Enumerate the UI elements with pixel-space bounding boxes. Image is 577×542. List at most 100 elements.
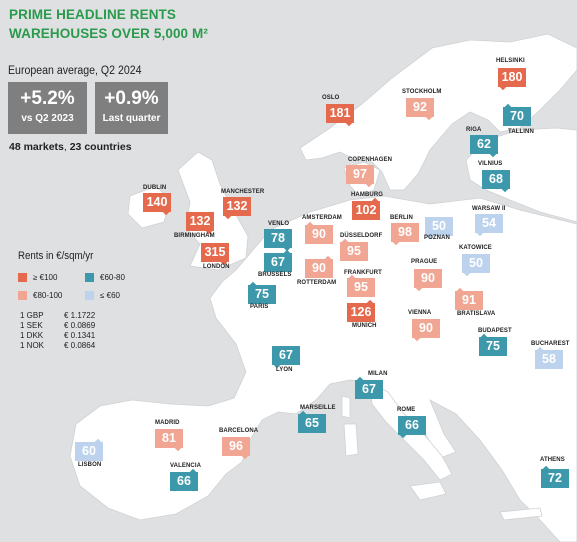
city-label: VENLO [268,221,290,227]
rent-marker: 180 [498,68,526,87]
fx-rate: € 0.0864 [64,341,96,350]
fx-rate: € 0.0869 [64,321,96,330]
legend-swatch [85,273,94,283]
city-label: STOCKHOLM [402,89,442,95]
rent-marker: 50 [425,217,453,236]
rent-marker: 95 [340,242,368,261]
city-label: COPENHAGEN [348,157,393,163]
qoq-kpi-card: +0.9% Last quarter [95,82,168,134]
rent-marker: 102 [352,201,380,220]
yoy-kpi-card: +5.2% vs Q2 2023 [8,82,87,134]
rent-marker: 60 [75,442,103,461]
rent-marker: 98 [391,223,419,242]
fx-rate: € 1.1722 [64,311,96,320]
fx-row: 1 DKK € 0.1341 [20,331,95,340]
city-label: MUNICH [352,323,377,329]
rent-marker: 75 [248,285,276,304]
coverage-text: 48 markets, 23 countries [9,141,132,153]
rent-marker: 90 [414,269,442,288]
rent-marker: 81 [155,429,183,448]
city-label: KATOWICE [459,245,492,251]
yoy-value: +5.2% [20,88,75,109]
rent-marker: 315 [201,243,229,262]
legend-swatch [18,291,27,301]
rent-marker: 72 [541,469,569,488]
city-label: BRUSSELS [258,272,292,278]
city-label: BUCHAREST [531,341,570,347]
city-label: PRAGUE [411,259,438,265]
city-label: ROME [397,407,416,413]
fx-currency: 1 DKK [20,331,44,340]
rent-marker: 50 [462,254,490,273]
rent-marker: 67 [272,346,300,365]
rent-marker: 140 [143,193,171,212]
legend-label: ≤ €60 [100,291,120,300]
city-label: TALLINN [508,129,534,135]
city-label: VIENNA [408,310,432,316]
yoy-label: vs Q2 2023 [21,113,74,124]
map-subtitle: WAREHOUSES OVER 5,000 M² [9,26,208,41]
fx-currency: 1 SEK [20,321,43,330]
city-label: DUBLIN [143,185,167,191]
rent-marker: 132 [223,197,251,216]
city-label: LISBON [78,462,102,468]
city-label: MANCHESTER [221,189,265,195]
city-label: BARCELONA [219,428,259,434]
qoq-value: +0.9% [104,88,159,109]
rent-marker: 97 [346,165,374,184]
city-label: LYON [276,367,293,373]
city-label: PARIS [250,304,269,310]
city-label: BRATISLAVA [457,311,496,317]
map-title: PRIME HEADLINE RENTS [9,7,177,22]
city-label: LONDON [203,264,230,270]
fx-rate: € 0.1341 [64,331,96,340]
rent-marker: 67 [355,380,383,399]
legend-item: €60-80 [85,273,125,283]
fx-row: 1 NOK € 0.0864 [20,341,95,350]
rent-marker: 92 [406,98,434,117]
legend-label: ≥ €100 [33,273,58,282]
rent-marker: 54 [475,214,503,233]
city-label: BUDAPEST [478,328,512,334]
city-label: VALENCIA [170,463,202,469]
fx-row: 1 GBP € 1.1722 [20,311,95,320]
rent-marker: 91 [455,291,483,310]
rent-marker: 132 [186,212,214,231]
city-label: MADRID [155,420,180,426]
rent-marker: 66 [170,472,198,491]
rent-marker: 78 [264,229,292,248]
rent-marker: 181 [326,104,354,123]
city-label: WARSAW II [472,206,506,212]
countries-count: 23 countries [69,141,132,153]
city-label: ROTTERDAM [297,280,337,286]
fx-row: 1 SEK € 0.0869 [20,321,95,330]
city-label: AMSTERDAM [302,215,342,221]
city-label: VILNIUS [478,161,503,167]
legend-item: ≥ €100 [18,273,58,283]
rent-marker: 90 [305,225,333,244]
rent-marker: 96 [222,437,250,456]
legend-item: €80-100 [18,291,63,301]
average-label: European average, Q2 2024 [8,65,142,77]
rent-marker: 65 [298,414,326,433]
city-label: POZNAN [424,235,450,241]
rent-marker: 67 [264,253,292,272]
rent-marker: 70 [503,107,531,126]
city-label: MILAN [368,371,388,377]
rent-marker: 95 [347,278,375,297]
rent-marker: 66 [398,416,426,435]
city-label: RIGA [466,127,482,133]
city-label: ATHENS [540,457,565,463]
city-label: HELSINKI [496,58,525,64]
rent-marker: 68 [482,170,510,189]
legend-item: ≤ €60 [85,291,120,301]
qoq-label: Last quarter [102,113,161,124]
city-label: DÜSSELDORF [340,233,383,239]
city-label: FRANKFURT [344,270,382,276]
markets-count: 48 markets [9,141,64,153]
rent-marker: 90 [305,259,333,278]
legend-label: €80-100 [33,291,63,300]
fx-currency: 1 NOK [20,341,45,350]
fx-currency: 1 GBP [20,311,44,320]
